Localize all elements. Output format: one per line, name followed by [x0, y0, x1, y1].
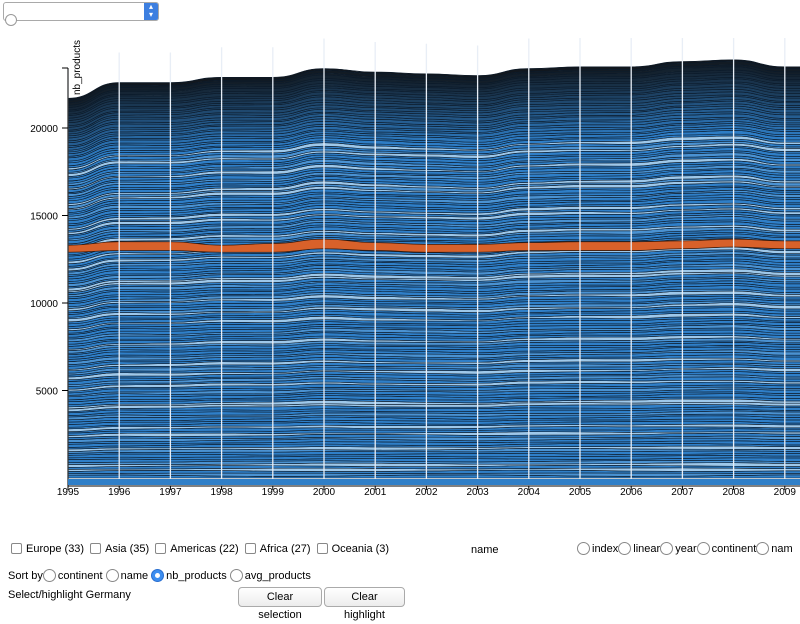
scale-option-label: year: [675, 543, 697, 555]
sort-label: Sort by: [8, 570, 43, 582]
radio[interactable]: [696, 542, 710, 555]
continent-filter-oceania[interactable]: Oceania (3): [316, 543, 390, 555]
scale-option-year[interactable]: year: [660, 542, 697, 555]
radio[interactable]: [229, 569, 243, 582]
x-tick-label: 2000: [313, 487, 336, 498]
radio[interactable]: [618, 542, 632, 555]
scale-option-linear[interactable]: linear: [618, 542, 661, 555]
x-tick-label: 1995: [57, 487, 80, 498]
chevron-updown-icon: ▴ ▾: [144, 3, 158, 20]
sort-option-name[interactable]: name: [105, 569, 149, 582]
continent-label: Americas (22): [170, 543, 239, 555]
checkbox[interactable]: [90, 543, 102, 554]
continent-filter-asia[interactable]: Asia (35): [90, 543, 149, 555]
name-label: name: [471, 544, 499, 556]
x-tick-label: 1996: [108, 487, 131, 498]
radio[interactable]: [42, 569, 56, 582]
radio[interactable]: [660, 542, 674, 555]
x-tick-label: 1998: [210, 487, 233, 498]
scale-option-label: linear: [633, 543, 661, 555]
x-tick-label: 2004: [518, 487, 541, 498]
radio-selected[interactable]: [151, 569, 165, 582]
continent-label: Oceania (3): [331, 543, 390, 555]
sort-option-label: continent: [57, 570, 103, 582]
top-radio[interactable]: [5, 14, 17, 26]
checkbox[interactable]: [155, 543, 167, 554]
x-tick-label: 1997: [159, 487, 182, 498]
stream-layer[interactable]: [17, 59, 800, 101]
sort-controls: Sort by continent name nb_products avg_pr…: [8, 569, 311, 582]
continent-filter-europe[interactable]: Europe (33): [11, 543, 84, 555]
x-tick-label: 2008: [722, 487, 745, 498]
radio[interactable]: [105, 569, 119, 582]
radio[interactable]: [577, 542, 590, 555]
x-tick-label: 2007: [671, 487, 694, 498]
clear-highlight-button[interactable]: Clear highlight: [324, 587, 405, 621]
y-tick-label: 5000: [36, 387, 59, 398]
scale-option-index[interactable]: index: [577, 542, 619, 555]
scale-option-label: continent: [711, 543, 757, 555]
y-axis-label: nb_products: [72, 40, 83, 95]
highlight-row: Select/highlight Germany: [8, 589, 131, 601]
scale-options: index linear year continent nam: [577, 542, 793, 555]
sort-option-label: nb_products: [166, 570, 227, 582]
continent-filter-africa[interactable]: Africa (27): [244, 543, 311, 555]
continent-filters: Europe (33) Asia (35) Americas (22) Afri…: [11, 543, 389, 555]
highlight-label: Select/highlight: [8, 589, 83, 601]
x-tick-label: 2009: [774, 487, 797, 498]
streamgraph-chart: 5000 10000 15000 20000 nb_products 1995 1996 19…: [17, 38, 800, 498]
scale-option-label: index: [592, 543, 619, 555]
clear-selection-button[interactable]: Clear selection: [238, 587, 322, 621]
sort-option-label: name: [120, 570, 149, 582]
y-tick-label: 20000: [30, 124, 58, 135]
stream-layer-highlighted[interactable]: [17, 238, 800, 253]
continent-filter-americas[interactable]: Americas (22): [155, 543, 239, 555]
scale-option-label: nam: [771, 543, 793, 555]
continent-label: Africa (27): [259, 543, 311, 555]
sort-option-continent[interactable]: continent: [42, 569, 103, 582]
checkbox[interactable]: [11, 543, 22, 554]
y-tick-label: 10000: [30, 299, 58, 310]
sort-option-avg-products[interactable]: avg_products: [229, 569, 311, 582]
checkbox[interactable]: [244, 543, 256, 554]
radio[interactable]: [756, 542, 770, 555]
continent-label: Asia (35): [105, 543, 150, 555]
x-tick-label: 2002: [415, 487, 438, 498]
sort-option-label: avg_products: [244, 570, 311, 582]
scale-option-continent[interactable]: continent: [696, 542, 757, 555]
scale-option-name[interactable]: nam: [756, 542, 793, 555]
x-tick-label: 1999: [262, 487, 285, 498]
highlight-value: Germany: [85, 589, 131, 601]
x-tick-label: 2006: [620, 487, 643, 498]
x-axis-band: [68, 479, 800, 485]
y-tick-label: 15000: [30, 212, 58, 223]
sort-option-nb-products[interactable]: nb_products: [151, 569, 227, 582]
x-tick-label: 2001: [364, 487, 387, 498]
continent-label: Europe (33): [26, 543, 85, 555]
x-tick-label: 2003: [466, 487, 489, 498]
checkbox[interactable]: [316, 543, 328, 554]
x-tick-label: 2005: [569, 487, 592, 498]
top-select[interactable]: ▴ ▾: [3, 2, 159, 21]
